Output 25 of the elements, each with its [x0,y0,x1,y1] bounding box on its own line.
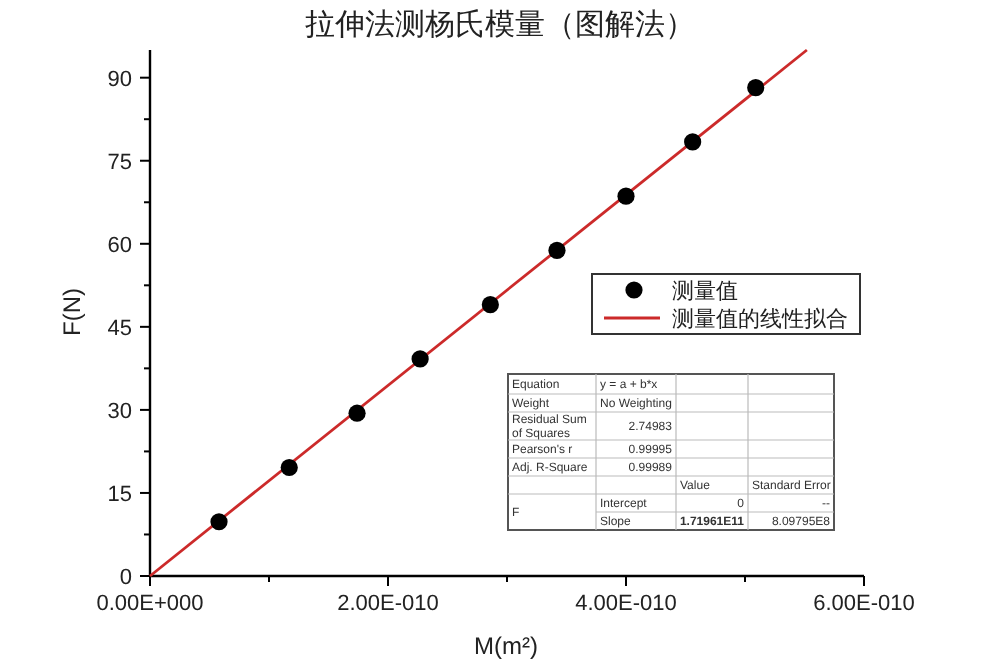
point [210,513,228,531]
point [747,79,765,97]
point [280,458,298,477]
x-tick-label: 6.00E-010 [813,592,915,616]
point [348,404,366,422]
y-tick-label: 0 [119,566,132,590]
y-tick-label: 90 [107,67,132,92]
y-tick-label: 60 [107,233,132,258]
xlabel: M(m²) [474,632,538,660]
x-tick-label: 4.00E-010 [575,592,677,616]
x-tick-label: 0.00E+000 [96,592,204,616]
y-tick-label: 30 [107,399,132,424]
ylabel: F(N) [58,288,86,336]
y-tick-label: 15 [107,482,132,507]
point [548,241,566,260]
point [481,296,499,314]
y-tick-label: 45 [107,316,132,341]
x-tick-label: 2.00E-010 [337,592,439,616]
title: 拉伸法测杨氏模量（图解法） [305,8,695,42]
point [617,187,635,205]
point [411,350,429,368]
legend-label: 测量值 [672,280,738,304]
point [684,133,702,151]
y-tick-label: 75 [107,150,132,175]
legend-label: 测量值的线性拟合 [672,306,848,332]
